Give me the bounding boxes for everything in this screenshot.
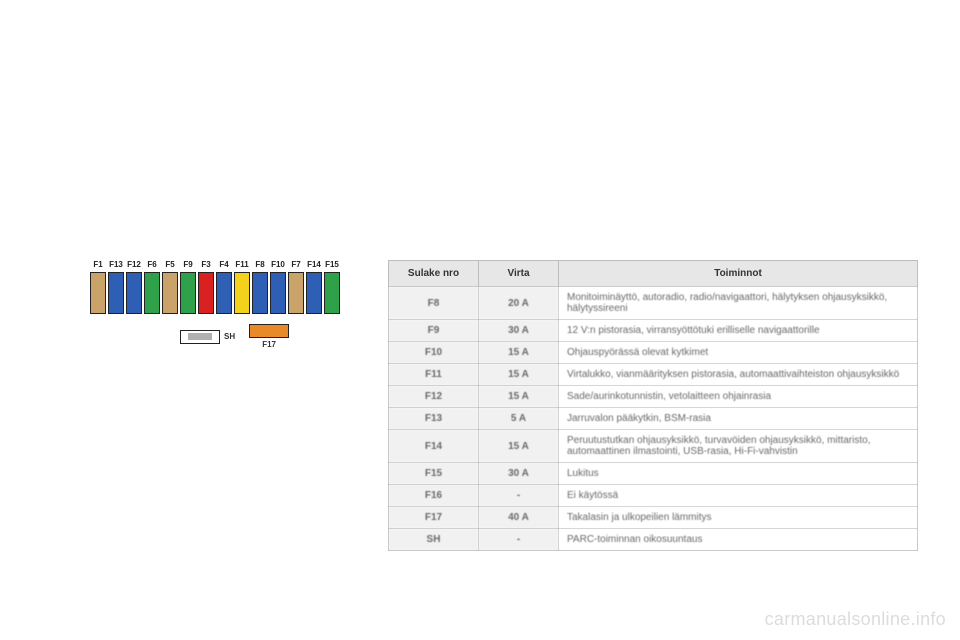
table-row: SH-PARC-toiminnan oikosuuntaus — [389, 529, 918, 551]
f17-label: F17 — [262, 340, 276, 349]
table-row: F1215 ASade/aurinkotunnistin, vetolaitte… — [389, 386, 918, 408]
sh-fuse: SH — [180, 330, 235, 344]
fuse-block — [108, 272, 124, 314]
table-row: F930 A12 V:n pistorasia, virransyöttötuk… — [389, 320, 918, 342]
cell-current: 20 A — [479, 287, 559, 320]
cell-fuse-no: F13 — [389, 408, 479, 430]
fuse-diagram: F1F13F12F6F5F9F3F4F11F8F10F7F14F15 SH F1… — [90, 260, 360, 349]
fuse-label: F14 — [306, 260, 322, 269]
cell-functions: Virtalukko, vianmäärityksen pistorasia, … — [559, 364, 918, 386]
table-row: F820 AMonitoiminäyttö, autoradio, radio/… — [389, 287, 918, 320]
fuse-label: F5 — [162, 260, 178, 269]
fuse-table: Sulake nro Virta Toiminnot F820 AMonitoi… — [388, 260, 918, 551]
cell-current: - — [479, 529, 559, 551]
table-row: F1115 AVirtalukko, vianmäärityksen pisto… — [389, 364, 918, 386]
cell-fuse-no: F16 — [389, 485, 479, 507]
fuse-block — [180, 272, 196, 314]
fuse-label: F6 — [144, 260, 160, 269]
fuse-label: F15 — [324, 260, 340, 269]
fuse-label: F3 — [198, 260, 214, 269]
table-row: F1015 AOhjauspyörässä olevat kytkimet — [389, 342, 918, 364]
cell-current: 15 A — [479, 364, 559, 386]
fuse-label: F10 — [270, 260, 286, 269]
cell-fuse-no: F11 — [389, 364, 479, 386]
cell-current: 15 A — [479, 430, 559, 463]
fuse-label: F1 — [90, 260, 106, 269]
fuse-block — [198, 272, 214, 314]
cell-functions: PARC-toiminnan oikosuuntaus — [559, 529, 918, 551]
cell-functions: Ei käytössä — [559, 485, 918, 507]
cell-current: - — [479, 485, 559, 507]
f17-fuse: F17 — [249, 324, 289, 349]
fuse-label: F12 — [126, 260, 142, 269]
cell-fuse-no: F10 — [389, 342, 479, 364]
cell-current: 30 A — [479, 320, 559, 342]
fuse-block — [288, 272, 304, 314]
col-fuse-no: Sulake nro — [389, 261, 479, 287]
col-current: Virta — [479, 261, 559, 287]
cell-fuse-no: F8 — [389, 287, 479, 320]
cell-current: 5 A — [479, 408, 559, 430]
cell-functions: Jarruvalon pääkytkin, BSM-rasia — [559, 408, 918, 430]
sh-label: SH — [224, 332, 235, 341]
cell-fuse-no: F17 — [389, 507, 479, 529]
cell-current: 30 A — [479, 463, 559, 485]
cell-current: 15 A — [479, 342, 559, 364]
cell-functions: Monitoiminäyttö, autoradio, radio/naviga… — [559, 287, 918, 320]
table-row: F1530 ALukitus — [389, 463, 918, 485]
cell-fuse-no: F14 — [389, 430, 479, 463]
fuse-block — [270, 272, 286, 314]
fuse-block — [306, 272, 322, 314]
cell-fuse-no: F15 — [389, 463, 479, 485]
cell-fuse-no: F9 — [389, 320, 479, 342]
fuse-block — [90, 272, 106, 314]
fuse-block — [162, 272, 178, 314]
table-row: F1415 APeruutustutkan ohjausyksikkö, tur… — [389, 430, 918, 463]
col-functions: Toiminnot — [559, 261, 918, 287]
fuse-label: F4 — [216, 260, 232, 269]
cell-current: 15 A — [479, 386, 559, 408]
cell-functions: Peruutustutkan ohjausyksikkö, turvavöide… — [559, 430, 918, 463]
fuse-label: F9 — [180, 260, 196, 269]
cell-functions: Ohjauspyörässä olevat kytkimet — [559, 342, 918, 364]
cell-functions: Takalasin ja ulkopeilien lämmitys — [559, 507, 918, 529]
table-row: F16-Ei käytössä — [389, 485, 918, 507]
fuse-block — [252, 272, 268, 314]
table-row: F135 AJarruvalon pääkytkin, BSM-rasia — [389, 408, 918, 430]
fuse-block — [216, 272, 232, 314]
fuse-block — [234, 272, 250, 314]
fuse-block — [126, 272, 142, 314]
fuse-label: F11 — [234, 260, 250, 269]
fuse-label: F8 — [252, 260, 268, 269]
cell-current: 40 A — [479, 507, 559, 529]
cell-functions: 12 V:n pistorasia, virransyöttötuki eril… — [559, 320, 918, 342]
cell-fuse-no: SH — [389, 529, 479, 551]
fuse-block — [144, 272, 160, 314]
fuse-block — [324, 272, 340, 314]
fuse-label: F7 — [288, 260, 304, 269]
fuse-label: F13 — [108, 260, 124, 269]
cell-fuse-no: F12 — [389, 386, 479, 408]
table-row: F1740 ATakalasin ja ulkopeilien lämmitys — [389, 507, 918, 529]
cell-functions: Sade/aurinkotunnistin, vetolaitteen ohja… — [559, 386, 918, 408]
cell-functions: Lukitus — [559, 463, 918, 485]
watermark: carmanualsonline.info — [765, 609, 946, 630]
